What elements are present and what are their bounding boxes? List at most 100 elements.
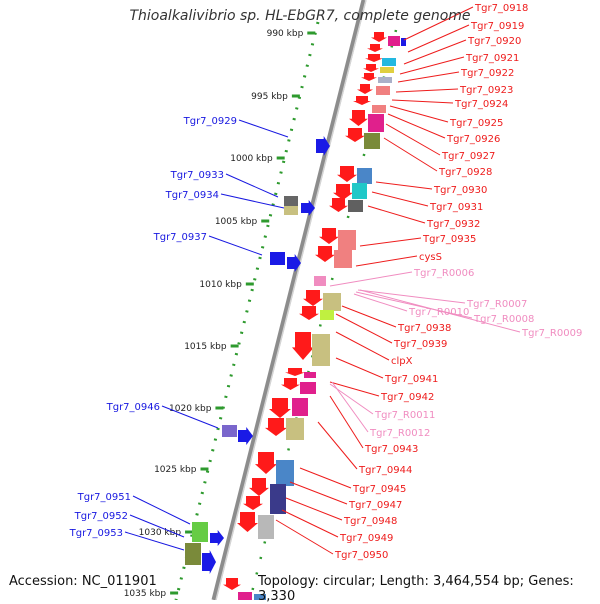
scale-label: 1010 kbp — [199, 280, 242, 290]
gene-reverse-box-1 — [388, 36, 400, 46]
scale-label: 990 kbp — [267, 29, 304, 39]
reverse-label-tgr7-r0008-19: Tgr7_R0008 — [473, 314, 534, 325]
gene-reverse-arrow-20 — [333, 184, 353, 200]
reverse-label-leader — [285, 497, 343, 521]
reverse-label-leader — [335, 357, 384, 379]
accession-label: Accession: NC_011901 — [9, 574, 157, 589]
reverse-label-leader — [389, 105, 449, 123]
gene-reverse-box-51 — [238, 592, 252, 600]
reverse-label-tgr7-0930-11: Tgr7_0930 — [433, 185, 487, 196]
reverse-label-leader — [395, 88, 459, 93]
forward-label-leader — [225, 173, 279, 198]
reverse-label-tgr7-0924-6: Tgr7_0924 — [454, 99, 508, 110]
reverse-label-tgr7-0950-34: Tgr7_0950 — [334, 550, 388, 561]
gene-tgr7-0953 — [202, 550, 216, 574]
forward-label-leader — [132, 495, 191, 525]
gene-reverse-arrow-4 — [365, 54, 383, 62]
reverse-label-leader — [385, 123, 441, 156]
gene-tgr7-0952 — [185, 543, 201, 565]
reverse-label-tgr7-0925-7: Tgr7_0925 — [449, 118, 503, 129]
gene-reverse-arrow-8 — [361, 73, 377, 81]
gene-reverse-arrow-22 — [329, 198, 348, 212]
gene-reverse-arrow-12 — [353, 96, 371, 105]
forward-label-tgr7-0934: Tgr7_0934 — [165, 190, 219, 201]
forward-label-tgr7-0953: Tgr7_0953 — [69, 528, 123, 539]
gene-reverse-arrow-18 — [337, 166, 357, 182]
reverse-label-tgr7-r0006-16: Tgr7_R0006 — [413, 268, 474, 279]
scale-track — [174, 21, 320, 600]
gene-reverse-arrow-29 — [303, 290, 323, 306]
genome-backbone — [211, 0, 367, 600]
map-title: Thioalkalivibrio sp. HL-EbGR7, complete … — [129, 8, 471, 24]
gene-reverse-box-13 — [372, 105, 386, 113]
gene-tgr7-0933b — [284, 206, 298, 215]
gene-reverse-box-38 — [300, 382, 316, 394]
reverse-label-leader — [317, 421, 358, 470]
reverse-label-leader — [355, 291, 473, 319]
gene-reverse-box-10 — [376, 86, 390, 95]
gene-reverse-arrow-35 — [285, 368, 305, 376]
gene-reverse-box-23 — [348, 200, 363, 212]
reverse-label-leader — [391, 99, 454, 104]
reverse-label-leader — [383, 137, 438, 172]
reverse-label-leader — [275, 519, 334, 555]
reverse-label-tgr7-0942-25: Tgr7_0942 — [380, 392, 434, 403]
gene-tgr7-0934 — [301, 200, 315, 216]
reverse-label-tgr7-r0010-18: Tgr7_R0010 — [408, 307, 469, 318]
gene-reverse-arrow-41 — [265, 418, 287, 436]
gene-reverse-arrow-24 — [319, 228, 339, 244]
reverse-label-leader — [329, 271, 413, 287]
reverse-label-leader — [357, 289, 466, 304]
gene-reverse-box-27 — [334, 250, 352, 268]
scale-label: 1000 kbp — [230, 154, 273, 164]
reverse-label-leader — [387, 113, 446, 139]
reverse-label-tgr7-0947-31: Tgr7_0947 — [348, 500, 402, 511]
gene-reverse-box-36 — [304, 372, 316, 378]
gene-reverse-box-44 — [276, 460, 294, 486]
reverse-label-leader — [397, 71, 460, 83]
gene-reverse-arrow-16 — [345, 128, 365, 142]
reverse-label-leader — [367, 205, 426, 224]
gene-tgr7-0937b — [287, 254, 301, 272]
gene-tgr7-0933 — [284, 196, 298, 208]
scale-label: 1015 kbp — [184, 342, 227, 352]
gene-reverse-box-30 — [323, 293, 341, 311]
reverse-label-tgr7-0923-5: Tgr7_0923 — [459, 85, 513, 96]
gene-reverse-box-17 — [364, 133, 380, 149]
genome-backbone-highlight — [215, 0, 367, 600]
reverse-label-tgr7-0944-29: Tgr7_0944 — [358, 465, 412, 476]
reverse-label-leader — [407, 24, 470, 53]
scale-label: 995 kbp — [251, 92, 288, 102]
reverse-label-leader — [375, 181, 433, 190]
gene-tgr7-0951 — [192, 522, 208, 542]
reverse-label-tgr7-0918-0: Tgr7_0918 — [474, 3, 528, 14]
forward-label-leader — [161, 405, 219, 429]
reverse-label-tgr7-0935-14: Tgr7_0935 — [422, 234, 476, 245]
reverse-label-tgr7-0941-24: Tgr7_0941 — [384, 374, 438, 385]
gene-reverse-box-25 — [338, 230, 356, 250]
reverse-label-leader — [371, 191, 429, 207]
gene-reverse-arrow-14 — [349, 110, 368, 126]
reverse-label-leader — [335, 331, 390, 361]
gene-reverse-arrow-45 — [249, 478, 269, 496]
reverse-label-tgr7-0921-3: Tgr7_0921 — [465, 53, 519, 64]
reverse-label-tgr7-r0009-20: Tgr7_R0009 — [521, 328, 582, 339]
scale-label: 1020 kbp — [169, 404, 212, 414]
gene-reverse-box-42 — [286, 418, 304, 440]
reverse-label-clpx-23: clpX — [391, 356, 413, 367]
scale-label: 1025 kbp — [154, 465, 197, 475]
gene-reverse-arrow-37 — [281, 378, 300, 390]
scale-label: 1035 kbp — [124, 589, 167, 599]
forward-label-leader — [208, 235, 263, 256]
reverse-label-tgr7-0948-32: Tgr7_0948 — [343, 516, 397, 527]
reverse-label-leader — [359, 237, 422, 247]
reverse-label-tgr7-r0007-17: Tgr7_R0007 — [466, 299, 527, 310]
gene-reverse-arrow-3 — [367, 44, 383, 52]
reverse-label-tgr7-r0012-27: Tgr7_R0012 — [369, 428, 430, 439]
gene-tgr7-0946 — [222, 425, 237, 437]
reverse-label-leader — [329, 381, 380, 397]
gene-reverse-box-19 — [357, 168, 372, 184]
reverse-label-cyss-15: cysS — [419, 252, 442, 263]
forward-label-leader — [238, 119, 289, 138]
